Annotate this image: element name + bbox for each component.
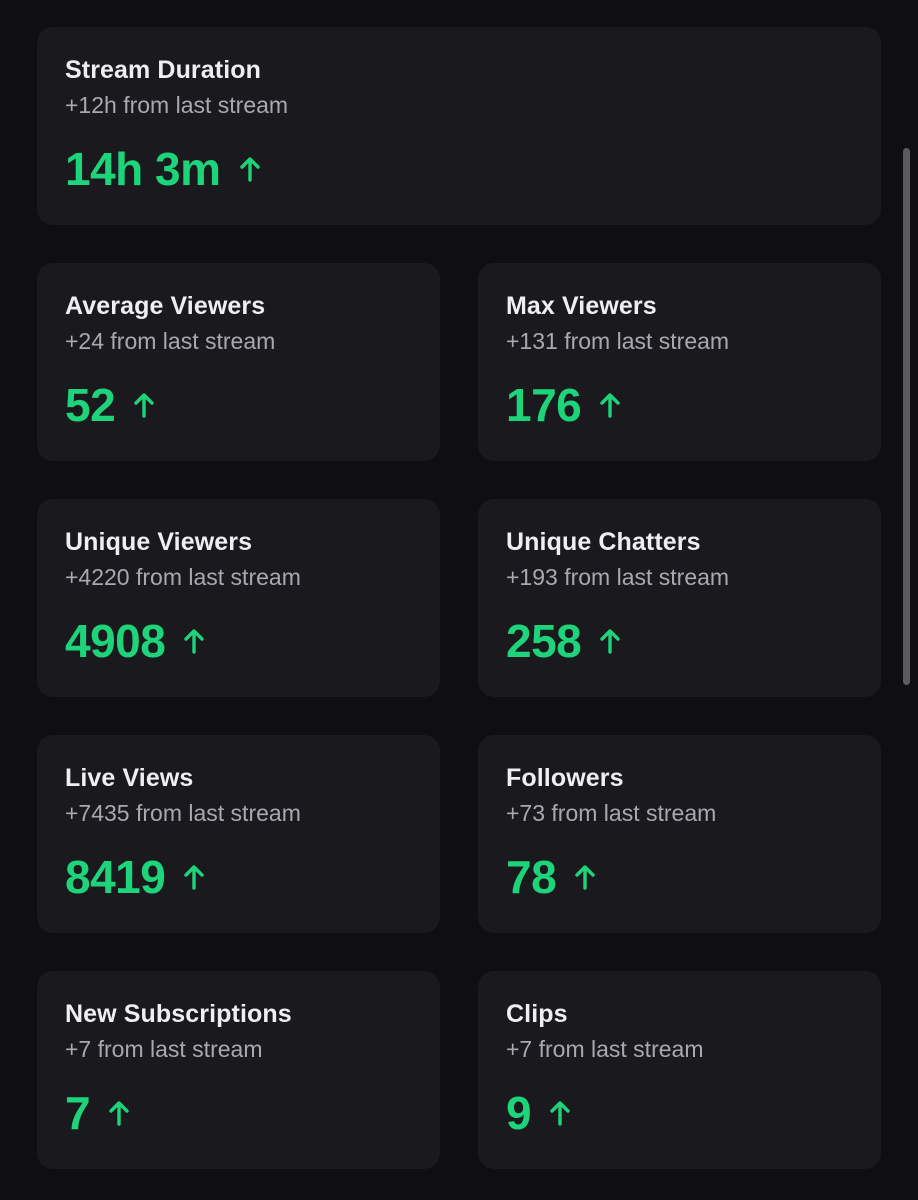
stat-change: +4220 from last stream xyxy=(65,564,301,590)
stat-value: 176 xyxy=(506,379,582,431)
arrow-up-icon xyxy=(183,628,205,654)
stat-card-new-subscriptions: New Subscriptions +7 from last stream 7 xyxy=(37,971,440,1169)
arrow-up-icon xyxy=(599,392,621,418)
stat-title: Followers xyxy=(506,764,624,792)
stat-value: 4908 xyxy=(65,615,166,667)
stat-change: +7 from last stream xyxy=(506,1036,704,1062)
arrow-up-icon xyxy=(133,392,155,418)
stat-value: 52 xyxy=(65,379,116,431)
stat-card-unique-viewers: Unique Viewers +4220 from last stream 49… xyxy=(37,499,440,697)
stat-card-live-views: Live Views +7435 from last stream 8419 xyxy=(37,735,440,933)
stat-title: Unique Viewers xyxy=(65,528,253,556)
stat-value: 14h 3m xyxy=(65,143,221,195)
arrow-up-icon xyxy=(574,864,596,890)
arrow-up-icon xyxy=(599,628,621,654)
arrow-up-icon xyxy=(108,1100,130,1126)
arrow-up-icon xyxy=(183,864,205,890)
stat-value: 9 xyxy=(506,1087,532,1139)
stat-card-stream-duration: Stream Duration +12h from last stream 14… xyxy=(37,27,881,225)
stat-title: Clips xyxy=(506,1000,568,1028)
stat-change: +73 from last stream xyxy=(506,800,717,826)
stat-title: Average Viewers xyxy=(65,292,266,320)
stat-title: New Subscriptions xyxy=(65,1000,292,1028)
stat-title: Live Views xyxy=(65,764,194,792)
stat-title: Max Viewers xyxy=(506,292,657,320)
arrow-up-icon xyxy=(239,156,261,182)
stat-value: 7 xyxy=(65,1087,91,1139)
stat-change: +193 from last stream xyxy=(506,564,730,590)
stat-change: +24 from last stream xyxy=(65,328,276,354)
stat-card-average-viewers: Average Viewers +24 from last stream 52 xyxy=(37,263,440,461)
stat-value: 258 xyxy=(506,615,582,667)
scrollbar[interactable] xyxy=(903,148,910,685)
stat-value: 78 xyxy=(506,851,557,903)
stat-title: Unique Chatters xyxy=(506,528,701,556)
stat-change: +7 from last stream xyxy=(65,1036,263,1062)
stat-value: 8419 xyxy=(65,851,166,903)
arrow-up-icon xyxy=(549,1100,571,1126)
stat-title: Stream Duration xyxy=(65,56,261,84)
stat-change: +12h from last stream xyxy=(65,92,289,118)
stat-change: +7435 from last stream xyxy=(65,800,301,826)
stat-card-clips: Clips +7 from last stream 9 xyxy=(478,971,881,1169)
stat-card-max-viewers: Max Viewers +131 from last stream 176 xyxy=(478,263,881,461)
stat-change: +131 from last stream xyxy=(506,328,730,354)
stat-card-unique-chatters: Unique Chatters +193 from last stream 25… xyxy=(478,499,881,697)
stat-card-followers: Followers +73 from last stream 78 xyxy=(478,735,881,933)
